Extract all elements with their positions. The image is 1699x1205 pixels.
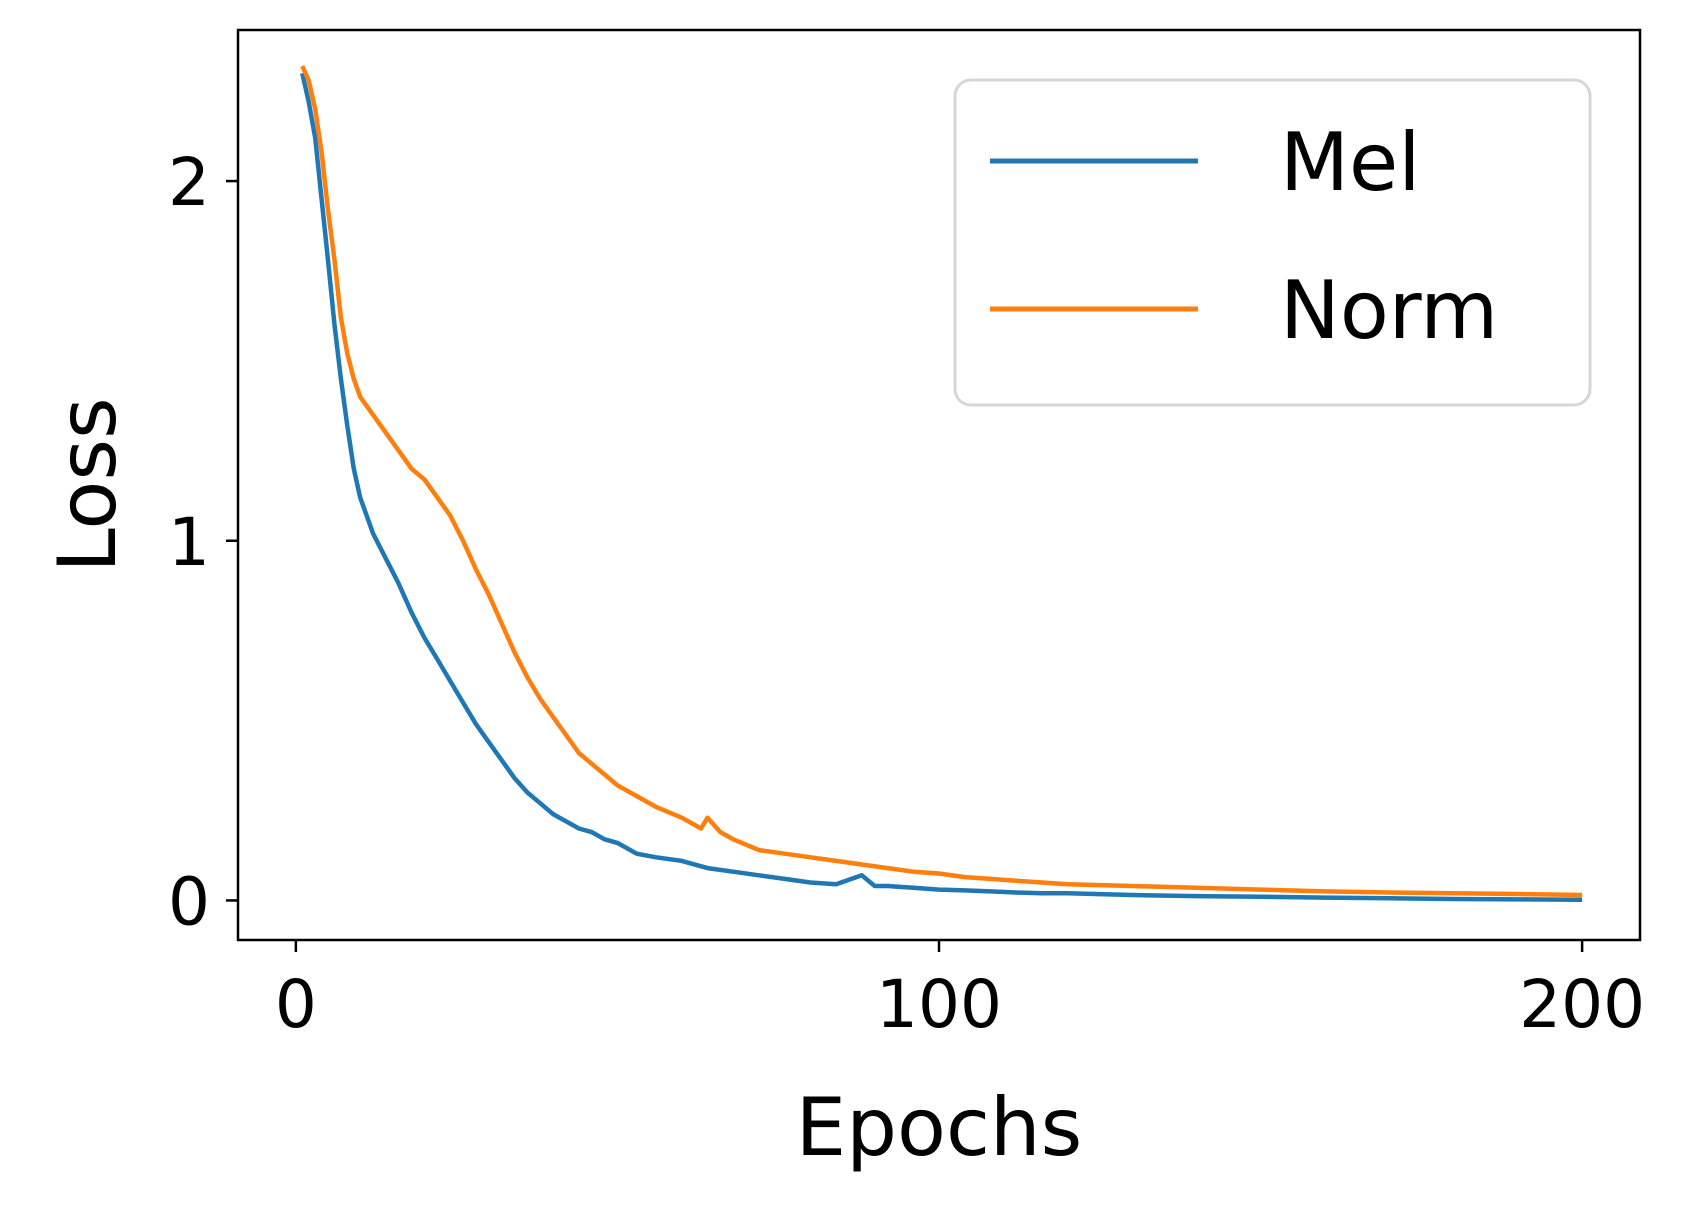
y-tick-label: 1 (168, 504, 210, 581)
y-axis-ticks: 0 1 2 (168, 144, 238, 940)
x-tick-label: 0 (275, 966, 317, 1043)
y-tick-label: 2 (168, 144, 210, 221)
series-line-mel (300, 72, 1583, 902)
x-axis-ticks: 0 100 200 (275, 940, 1645, 1043)
y-axis-label: Loss (41, 397, 134, 572)
x-tick-label: 100 (876, 966, 1002, 1043)
series-line-norm (300, 65, 1583, 898)
x-tick-label: 200 (1519, 966, 1645, 1043)
legend: Mel Norm (953, 78, 1592, 407)
series-lines (300, 65, 1583, 902)
x-axis-label: Epochs (796, 1081, 1083, 1174)
legend-label-mel: Mel (1280, 116, 1420, 209)
y-tick-label: 0 (168, 863, 210, 940)
legend-items: Mel Norm (990, 116, 1498, 357)
legend-label-norm: Norm (1280, 264, 1498, 357)
